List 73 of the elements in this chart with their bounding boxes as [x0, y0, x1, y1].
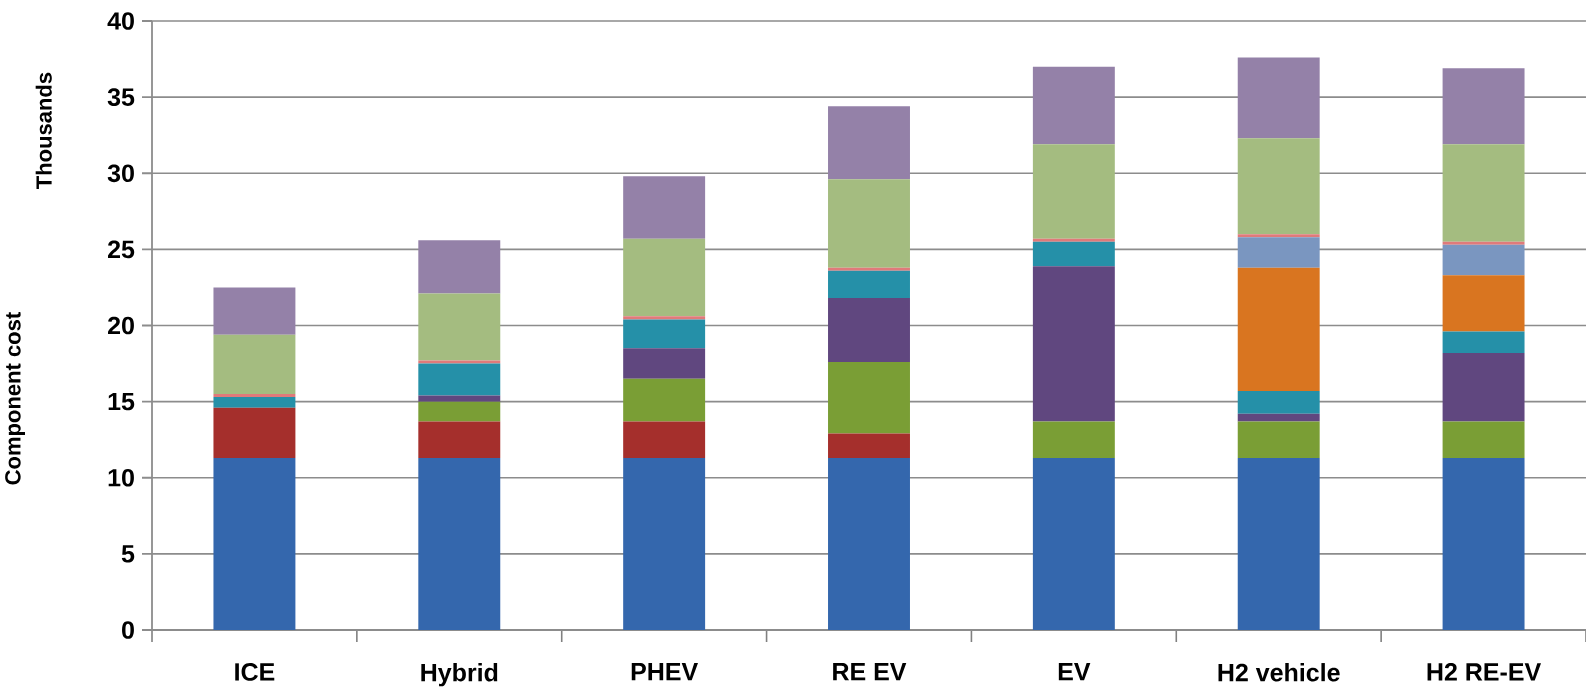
- y-axis-title: Component cost: [5, 312, 25, 485]
- bar: [828, 298, 910, 363]
- bar: [623, 348, 706, 379]
- bar: [1442, 421, 1525, 458]
- bar: [213, 407, 296, 458]
- bar: [213, 397, 296, 408]
- bar: [1442, 68, 1525, 145]
- bar: [1032, 421, 1115, 458]
- bar: [1237, 234, 1320, 238]
- bar: [623, 319, 706, 349]
- y-tick-label: 0: [122, 621, 134, 639]
- bar: [1442, 331, 1525, 353]
- bar: [418, 421, 501, 458]
- bar: [418, 401, 501, 422]
- text: Thousands: [35, 72, 52, 190]
- bar: [213, 287, 296, 335]
- bar: [1442, 352, 1525, 422]
- y-tick-label: 15: [108, 392, 135, 411]
- bar: [1442, 241, 1525, 245]
- x-tick-label: RE EV: [833, 663, 907, 681]
- bar: [623, 378, 706, 422]
- bar: [1032, 241, 1115, 267]
- bar: [1442, 244, 1525, 276]
- bar: [213, 394, 296, 398]
- bar: [213, 457, 296, 630]
- bar: [828, 457, 910, 630]
- y-tick-label: 10: [108, 468, 134, 487]
- x-tick-label: EV: [1058, 663, 1091, 681]
- bar: [623, 316, 706, 320]
- bar: [418, 360, 501, 364]
- bar: [828, 106, 910, 180]
- x-tick-label: ICE: [235, 663, 275, 681]
- bar: [1237, 138, 1320, 235]
- bar: [418, 457, 501, 630]
- x-tick-label: PHEV: [631, 663, 698, 681]
- bar: [418, 363, 501, 396]
- bar: [1237, 390, 1320, 414]
- bar: [1032, 238, 1115, 242]
- y-tick-label: 20: [108, 316, 134, 335]
- bar: [828, 433, 910, 458]
- bar: [418, 240, 501, 294]
- bar: [418, 293, 501, 361]
- bar: [623, 238, 706, 317]
- bar: [623, 457, 706, 630]
- bar: [828, 179, 910, 268]
- bar: [623, 176, 706, 239]
- y-tick-label: 25: [108, 240, 135, 259]
- x-tick-label: H2 vehicle: [1218, 663, 1340, 682]
- bar: [1032, 66, 1115, 145]
- bar: [1237, 457, 1320, 630]
- bar: [828, 362, 910, 434]
- x-tick-label: H2 RE-EV: [1427, 663, 1542, 681]
- bar: [1442, 457, 1525, 630]
- bar: [1032, 144, 1115, 239]
- bar: [1032, 266, 1115, 422]
- bar: [213, 334, 296, 395]
- bar: [1237, 421, 1320, 458]
- y-tick-label: 35: [107, 88, 135, 106]
- bar: [828, 270, 910, 299]
- bar: [623, 421, 706, 458]
- x-tick-label: Hybrid: [421, 663, 498, 687]
- y-tick-label: 30: [107, 164, 134, 183]
- bar: [828, 267, 910, 271]
- y-tick-label: 40: [107, 12, 134, 30]
- y-tick-label: 5: [121, 545, 135, 563]
- bar: [1237, 57, 1320, 139]
- bar: [1032, 457, 1115, 630]
- bar: [1237, 267, 1320, 391]
- bar: [1442, 144, 1525, 242]
- bar: [1237, 413, 1320, 422]
- bar: [1237, 237, 1320, 268]
- bar: [418, 395, 501, 402]
- bar: [1442, 275, 1525, 332]
